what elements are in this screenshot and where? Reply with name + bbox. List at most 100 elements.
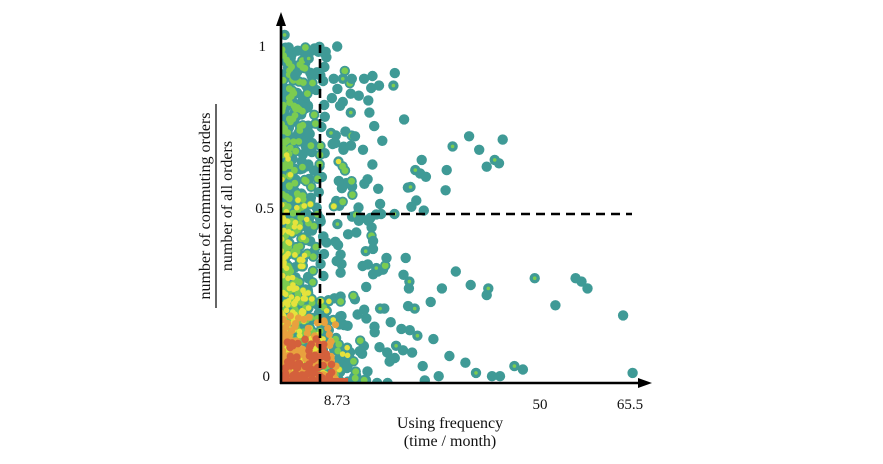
density-point-green (307, 142, 315, 150)
data-point (481, 161, 492, 172)
density-core-orange (320, 318, 328, 326)
density-point-green (310, 222, 318, 230)
density-point (367, 70, 378, 82)
data-point (406, 347, 418, 358)
density-point-green (341, 167, 349, 175)
density-point-green (309, 278, 316, 286)
density-point-green (295, 138, 303, 145)
x-axis-label: Using frequency (397, 415, 503, 432)
density-point-green (334, 347, 342, 355)
density-core-orange (327, 338, 335, 346)
density-point-green (289, 115, 297, 123)
density-core-red (294, 339, 302, 348)
density-point (351, 227, 362, 238)
data-point (369, 120, 380, 132)
density-point-green (299, 107, 306, 115)
density-point-yellow (297, 224, 303, 230)
density-point (319, 99, 330, 111)
data-point (335, 249, 346, 260)
data-point (440, 185, 451, 196)
density-point-yellow (299, 307, 305, 314)
density-point-green (291, 179, 299, 187)
density-point-green (284, 203, 292, 211)
density-core-orange (281, 347, 287, 355)
data-point (320, 46, 331, 57)
density-point-green (301, 64, 309, 72)
data-point-center (450, 144, 455, 149)
density-point-green (337, 298, 344, 305)
density-point-green (349, 191, 356, 199)
density-point-yellow (301, 252, 308, 259)
density-point (345, 88, 356, 99)
data-point (550, 300, 561, 311)
density-point (313, 187, 324, 198)
density-point-green (351, 374, 359, 382)
density-point (332, 239, 344, 251)
density-point-yellow (285, 229, 292, 235)
density-point-yellow (344, 344, 351, 351)
density-point-yellow (297, 263, 304, 270)
density-core-red (287, 361, 295, 370)
data-point (436, 283, 448, 294)
density-core-red (305, 346, 313, 355)
density-point-green (309, 79, 316, 87)
density-core-red (311, 351, 319, 360)
density-point-yellow (300, 234, 307, 241)
density-point (377, 135, 388, 146)
density-core-red (289, 371, 297, 380)
y-axis-label-numerator: number of commuting orders (197, 112, 214, 299)
density-point-yellow (283, 253, 289, 259)
data-point-center (492, 158, 497, 162)
density-point-green (289, 209, 297, 217)
data-point (290, 70, 301, 81)
data-point (332, 83, 343, 95)
density-point-green (285, 182, 293, 190)
density-point (374, 342, 385, 353)
data-point (369, 327, 380, 338)
density-point-green (360, 376, 368, 383)
y-axis-arrow-icon (276, 12, 286, 26)
density-point-yellow (305, 305, 312, 311)
density-point-green (349, 292, 357, 300)
density-point-yellow (285, 156, 291, 162)
y-tick-label: 0 (263, 369, 271, 385)
density-point-green (296, 242, 304, 250)
data-point (582, 283, 593, 294)
x-axis-label-units: (time / month) (404, 433, 496, 450)
data-point-center (329, 131, 333, 135)
data-point-center (532, 276, 537, 281)
data-point (353, 90, 364, 101)
data-point (417, 360, 428, 372)
density-point-yellow (285, 275, 291, 282)
density-core-orange (324, 324, 332, 332)
data-point-center (335, 222, 340, 226)
density-core-orange (305, 313, 313, 321)
density-core-red (327, 368, 336, 377)
scatter-points (281, 29, 638, 382)
density-point-yellow (283, 299, 289, 306)
data-point (398, 269, 409, 280)
density-core-red (301, 371, 309, 380)
density-point-yellow (295, 197, 301, 203)
density-point-yellow (292, 252, 298, 258)
density-point-green (352, 368, 360, 375)
data-point (517, 364, 529, 375)
density-point-yellow (326, 298, 332, 305)
density-point (333, 175, 344, 187)
density-point-green (296, 123, 304, 130)
density-point (361, 313, 372, 324)
density-point (382, 347, 393, 358)
data-point-center (412, 306, 417, 311)
density-point-yellow (339, 351, 346, 357)
data-point-center (378, 306, 382, 311)
density-point-yellow (307, 201, 314, 207)
data-point (385, 317, 396, 328)
y-tick-label: 1 (259, 39, 267, 55)
density-core-red (292, 364, 301, 372)
density-point-yellow (309, 296, 315, 302)
data-point-center (512, 364, 517, 368)
data-point (486, 371, 498, 382)
density-point-yellow (296, 328, 303, 335)
density-point-green (335, 341, 343, 348)
density-point-green (281, 76, 287, 84)
